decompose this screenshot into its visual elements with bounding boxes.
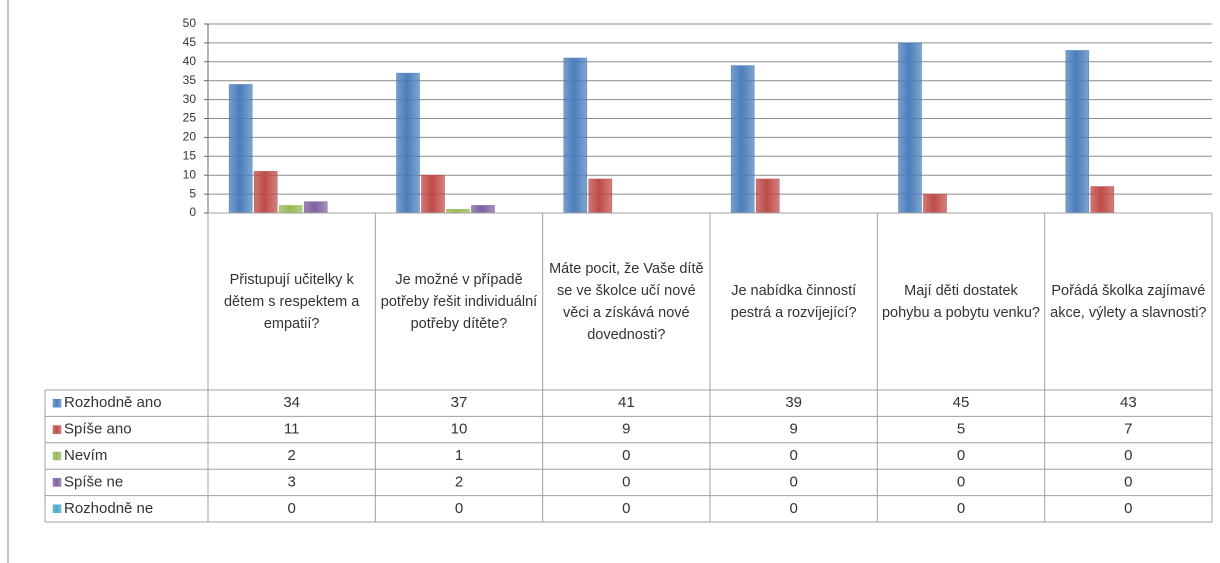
bar [563,57,588,214]
y-tick-label: 45 [183,35,197,49]
table-value: 0 [789,500,797,517]
bar [730,65,755,214]
category-label: Mají děti dostatek pohybu a pobytu venku… [881,282,1040,321]
table-value: 1 [455,447,463,464]
y-tick-label: 35 [183,73,197,87]
legend-label: Spíše ano [64,421,132,438]
category-label: Pořádá školka zajímavé akce, výlety a sl… [1050,282,1207,321]
bar [253,171,278,214]
category-label: Je nabídka činností pestrá a rozvíjející… [730,282,857,321]
table-value: 11 [284,421,300,438]
bar [278,205,303,214]
bar [303,201,328,214]
legend-key [52,478,62,487]
y-tick-label: 30 [183,92,197,106]
y-tick-label: 5 [189,186,196,200]
legend-label: Spíše ne [64,473,123,490]
table-value: 2 [287,447,295,464]
legend-label: Rozhodně ne [64,500,153,517]
y-tick-label: 40 [183,54,197,68]
y-tick-label: 25 [183,111,197,125]
bar [588,178,613,214]
table-value: 0 [287,500,295,517]
table-value: 43 [1120,394,1137,411]
category-label: Je možné v případě potřeby řešit individ… [380,271,538,332]
bar [228,84,253,214]
table-value: 0 [957,473,965,490]
category-label: Máte pocit, že Vaše dítě se ve školce uč… [549,260,704,343]
table-value: 2 [455,473,463,490]
y-tick-label: 10 [183,167,197,181]
table-value: 0 [622,473,630,490]
table-value: 45 [953,394,970,411]
bar [471,205,495,214]
category-label: Přistupují učitelky k dětem s respektem … [223,271,360,332]
table-value: 0 [1124,500,1132,517]
table-value: 9 [622,421,630,438]
legend-label: Rozhodně ano [64,394,162,411]
table-value: 0 [789,447,797,464]
bar [923,193,947,214]
y-tick-label: 50 [183,16,197,30]
table-value: 5 [957,421,965,438]
table-value: 10 [451,421,468,438]
table-value: 0 [1124,473,1132,490]
table-value: 0 [455,500,463,517]
table-value: 0 [957,447,965,464]
legend-label: Nevím [64,447,107,464]
y-tick-label: 0 [189,205,196,219]
y-tick-label: 15 [183,148,197,162]
table-value: 37 [451,394,468,411]
table-value: 0 [1124,447,1132,464]
legend-key [52,504,62,514]
y-tick-label: 20 [183,130,197,144]
bar [1065,50,1090,214]
table-value: 9 [789,421,797,438]
bar [1090,186,1115,214]
table-value: 0 [789,473,797,490]
table-value: 39 [785,394,802,411]
table-value: 3 [287,473,295,490]
bar [755,178,780,214]
table-value: 41 [618,394,635,411]
bar [421,174,445,214]
bar [898,42,922,214]
table-value: 34 [283,394,300,411]
bar [396,72,420,214]
table-value: 0 [622,447,630,464]
legend-key [52,425,62,434]
table-value: 0 [622,500,630,517]
legend-key [52,451,62,461]
table-value: 0 [957,500,965,517]
table-value: 7 [1124,421,1132,438]
legend-key [52,398,62,408]
